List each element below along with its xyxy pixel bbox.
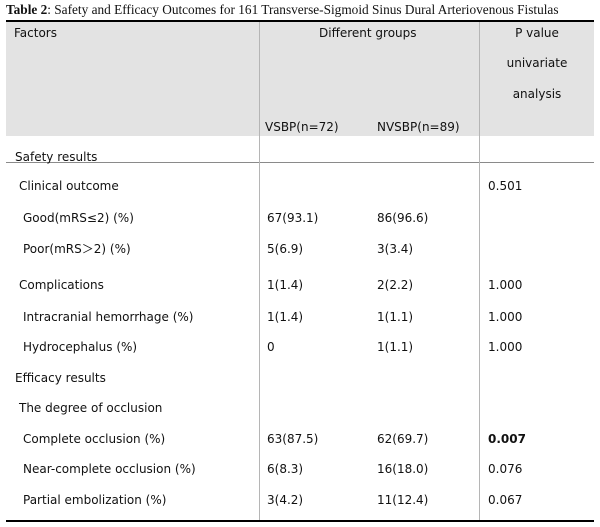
row-nvsbp-value: 11(12.4) [377,493,429,507]
row-vsbp-value: 63(87.5) [267,432,319,446]
row-vsbp-value: 67(93.1) [267,211,319,225]
table-caption-text: : Safety and Efficacy Outcomes for 161 T… [47,2,559,17]
header-pvalue-line1: P value [515,26,559,40]
table-top-rule [6,20,594,22]
row-factor: Complete occlusion (%) [23,432,166,446]
row-vsbp-value: 0 [267,340,275,354]
outcomes-table: Factors Different groups P value univari… [6,20,594,524]
table-caption-label: Table 2 [6,2,48,17]
row-factor: Poor(mRS＞2) (%) [23,242,131,256]
header-pvalue-line3: analysis [512,87,562,101]
row-vsbp-value: 1(1.4) [267,310,304,324]
row-pvalue: 0.501 [488,179,523,193]
row-pvalue: 0.007 [488,432,526,446]
row-factor: Partial embolization (%) [23,493,167,507]
header-factors: Factors [14,26,57,40]
row-vsbp-value: 3(4.2) [267,493,304,507]
column-divider [259,22,260,520]
row-nvsbp-value: 16(18.0) [377,462,429,476]
row-factor: Complications [19,278,104,292]
row-vsbp-value: 1(1.4) [267,278,304,292]
row-factor: Hydrocephalus (%) [23,340,138,354]
header-pvalue-line2: univariate [506,56,568,70]
row-factor: Intracranial hemorrhage (%) [23,310,194,324]
header-group-nvsbp: NVSBP(n=89) [377,120,460,134]
row-factor: Near-complete occlusion (%) [23,462,196,476]
row-pvalue: 0.067 [488,493,523,507]
header-shading [6,22,594,136]
row-pvalue: 1.000 [488,340,523,354]
row-nvsbp-value: 3(3.4) [377,242,414,256]
row-nvsbp-value: 62(69.7) [377,432,429,446]
row-nvsbp-value: 1(1.1) [377,310,414,324]
header-different-groups: Different groups [319,26,417,40]
row-nvsbp-value: 2(2.2) [377,278,414,292]
row-factor: Clinical outcome [19,179,119,193]
header-bottom-rule [6,162,594,163]
table-caption: Table 2: Safety and Efficacy Outcomes fo… [6,2,600,18]
header-group-vsbp: VSBP(n=72) [265,120,339,134]
row-nvsbp-value: 1(1.1) [377,340,414,354]
column-divider [479,22,480,520]
table-bottom-rule [6,520,594,522]
row-nvsbp-value: 86(96.6) [377,211,429,225]
row-factor: Good(mRS≤2) (%) [23,211,134,225]
row-pvalue: 1.000 [488,310,523,324]
row-pvalue: 1.000 [488,278,523,292]
row-factor: Efficacy results [15,371,106,385]
row-factor: Safety results [15,150,98,164]
row-factor: The degree of occlusion [19,401,163,415]
row-pvalue: 0.076 [488,462,523,476]
row-vsbp-value: 6(8.3) [267,462,304,476]
row-vsbp-value: 5(6.9) [267,242,304,256]
